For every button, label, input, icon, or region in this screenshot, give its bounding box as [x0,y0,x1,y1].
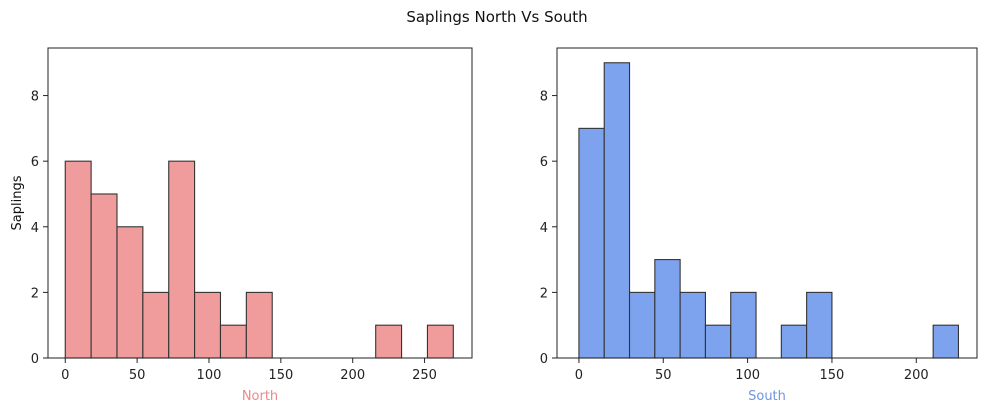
north-axes-frame [47,47,473,359]
north-bar-0 [64,160,92,359]
north-bar-4 [168,160,196,359]
north-x-tick-label-3: 150 [268,368,293,383]
south-bar-1 [603,62,631,359]
south-y-tick-label-3: 6 [540,155,548,170]
south-x-tick-label-0: 0 [575,368,583,383]
north-x-axis-label: North [242,389,278,404]
north-bar-2 [116,226,144,359]
south-y-tick-label-2: 4 [540,221,548,236]
north-histogram: 0 50 100 150 200 250 0 2 4 6 8 North Saplings [10,47,473,404]
north-x-tick-label-4: 200 [340,368,365,383]
south-x-axis-label: South [748,389,786,404]
north-y-tick-label-0: 0 [31,352,39,367]
south-bar-14 [932,324,959,359]
north-x-tick-label-5: 250 [412,368,437,383]
south-y-tick-label-1: 2 [540,286,548,301]
south-x-tick-label-4: 200 [904,368,929,383]
south-histogram: 0 50 100 150 200 0 2 4 6 8 South [540,47,978,404]
north-x-tick-label-2: 100 [197,368,222,383]
north-y-tick-label-1: 2 [31,286,39,301]
north-bar-3 [142,291,170,359]
north-bar-6 [219,324,247,359]
north-y-tick-label-4: 8 [31,90,39,105]
north-y-axis-label: Saplings [10,175,25,230]
south-axes-frame [556,47,978,359]
south-x-tick-label-3: 150 [820,368,845,383]
south-x-tick-label-2: 100 [735,368,760,383]
south-bar-0 [578,127,605,359]
south-bar-8 [780,324,808,359]
south-x-tick-label-1: 50 [655,368,672,383]
north-x-tick-label-1: 50 [129,368,146,383]
north-x-tick-label-0: 0 [61,368,69,383]
south-y-tick-label-0: 0 [540,352,548,367]
south-bar-5 [704,324,732,359]
south-bar-2 [628,291,656,359]
north-bar-12 [375,324,403,359]
figure-title: Saplings North Vs South [406,8,587,26]
north-y-tick-label-2: 4 [31,221,39,236]
south-y-tick-label-4: 8 [540,90,548,105]
south-bar-3 [654,259,681,359]
north-bar-1 [90,193,118,359]
south-bar-9 [806,291,833,359]
south-bar-6 [730,291,757,359]
south-bar-4 [679,291,706,359]
north-y-tick-label-3: 6 [31,155,39,170]
north-bar-5 [194,291,222,359]
north-bar-7 [245,291,273,359]
north-bar-14 [426,324,454,359]
